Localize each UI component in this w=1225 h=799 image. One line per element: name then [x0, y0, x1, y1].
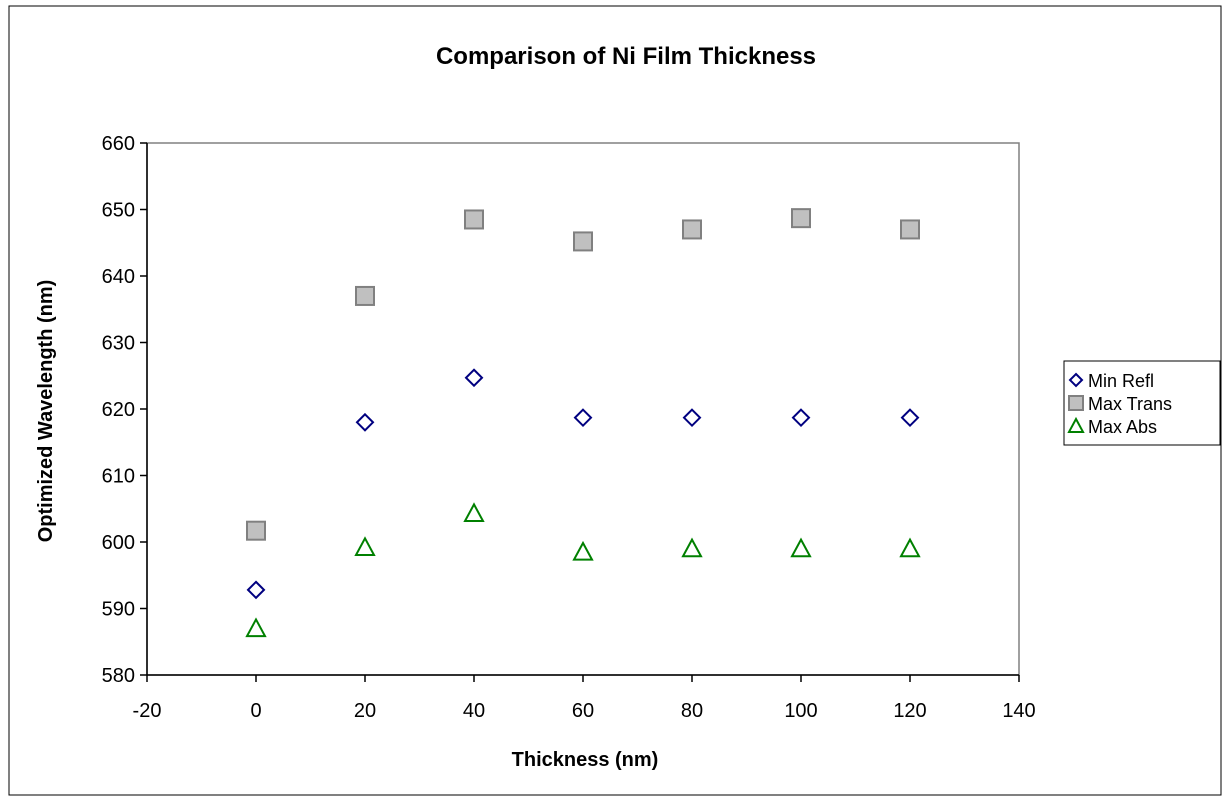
- data-point-diamond: [791, 408, 811, 428]
- legend-marker-triangle: [1067, 416, 1085, 433]
- data-point-square: [355, 285, 375, 306]
- legend-label: Max Abs: [1088, 417, 1157, 437]
- x-tick-label: -20: [133, 700, 162, 722]
- x-tick-label: 20: [354, 700, 376, 722]
- data-point-square: [464, 209, 484, 230]
- legend-label: Min Refl: [1088, 371, 1154, 391]
- y-tick-label: 650: [102, 200, 135, 222]
- data-point-triangle: [899, 537, 921, 558]
- y-axis-ticks: 580 590 600 610 620 630 640 650 660: [102, 133, 147, 687]
- data-point-diamond: [355, 412, 375, 432]
- data-point-triangle: [790, 537, 812, 558]
- x-tick-label: 100: [784, 700, 817, 722]
- data-point-diamond: [246, 580, 266, 600]
- legend-marker-diamond: [1068, 372, 1084, 388]
- x-axis-title: Thickness (nm): [512, 749, 659, 771]
- data-point-triangle: [245, 617, 267, 638]
- data-point-square: [573, 231, 593, 252]
- y-tick-label: 580: [102, 665, 135, 687]
- y-tick-label: 610: [102, 466, 135, 488]
- y-tick-label: 630: [102, 333, 135, 355]
- legend-box: [1063, 360, 1221, 446]
- x-tick-label: 140: [1002, 700, 1035, 722]
- x-tick-label: 80: [681, 700, 703, 722]
- legend-label: Max Trans: [1088, 394, 1172, 414]
- data-point-square: [682, 219, 702, 240]
- y-tick-label: 600: [102, 532, 135, 554]
- legend-marker-square: [1068, 395, 1084, 411]
- legend: Min Refl Max Trans Max Abs: [1067, 371, 1172, 437]
- data-point-triangle: [572, 540, 594, 561]
- y-axis-title: Optimized Wavelength (nm): [35, 280, 57, 543]
- data-point-square: [791, 208, 811, 229]
- data-point-triangle: [463, 502, 485, 523]
- data-point-square: [246, 520, 266, 541]
- x-tick-label: 60: [572, 700, 594, 722]
- data-point-square: [900, 219, 920, 240]
- data-point-diamond: [464, 368, 484, 388]
- data-point-triangle: [681, 537, 703, 558]
- x-axis-ticks: -20 0 20 40 60 80 100 120 140: [133, 675, 1036, 722]
- x-tick-label: 120: [893, 700, 926, 722]
- x-tick-label: 40: [463, 700, 485, 722]
- y-tick-label: 660: [102, 133, 135, 155]
- y-tick-label: 620: [102, 399, 135, 421]
- y-tick-label: 640: [102, 266, 135, 288]
- chart-title: Comparison of Ni Film Thickness: [436, 43, 816, 70]
- x-tick-label: 0: [250, 700, 261, 722]
- y-tick-label: 590: [102, 599, 135, 621]
- data-point-diamond: [900, 408, 920, 428]
- data-point-diamond: [682, 408, 702, 428]
- data-point-diamond: [573, 408, 593, 428]
- data-point-triangle: [354, 536, 376, 556]
- data-markers: [245, 208, 921, 638]
